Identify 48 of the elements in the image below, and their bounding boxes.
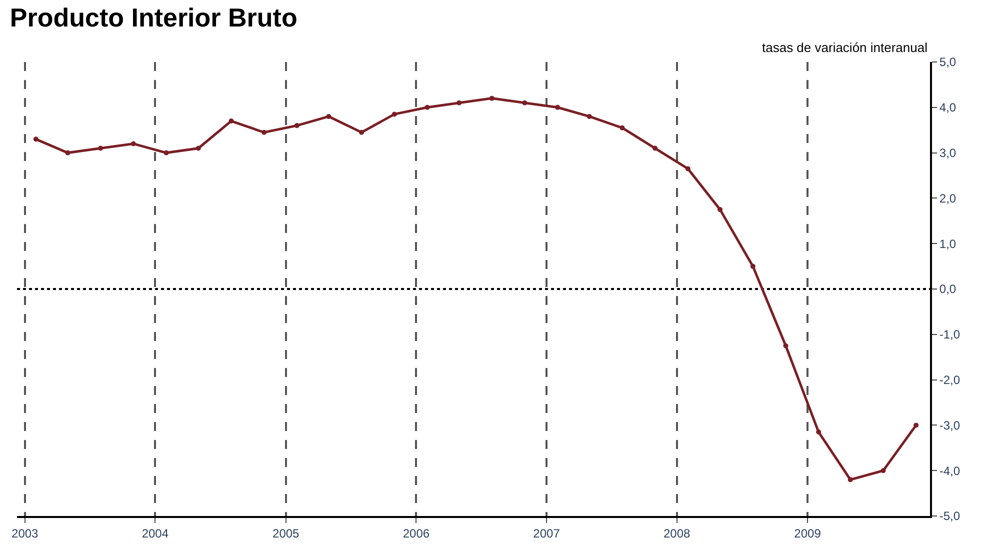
- point: [750, 264, 756, 269]
- point: [130, 141, 136, 146]
- x-tick-label: 2009: [794, 526, 822, 540]
- point: [816, 430, 822, 435]
- y-tick-label: 1,0: [939, 236, 956, 251]
- y-tick-label: -5,0: [939, 509, 960, 524]
- y-tick-label: 4,0: [939, 100, 956, 115]
- point: [555, 104, 560, 110]
- point: [392, 112, 397, 117]
- y-tick-label: 3,0: [939, 146, 956, 160]
- x-tick-label: 2007: [533, 526, 560, 540]
- point: [783, 343, 788, 348]
- point: [489, 96, 494, 101]
- point: [359, 130, 364, 135]
- point: [424, 104, 430, 110]
- x-tick-label: 2008: [664, 526, 691, 540]
- point: [685, 166, 690, 172]
- point: [652, 146, 658, 151]
- x-tick-label: 2006: [402, 526, 430, 540]
- y-tick-label: 2,0: [939, 191, 956, 206]
- x-tick-label: 2004: [142, 526, 169, 540]
- point: [294, 123, 300, 128]
- point: [98, 146, 104, 151]
- point: [164, 150, 169, 156]
- y-tick-label: 0,0: [939, 282, 956, 296]
- y-tick-label: -3,0: [939, 418, 960, 432]
- point: [914, 422, 919, 428]
- point: [262, 130, 267, 135]
- x-tick-label: 2005: [272, 526, 300, 540]
- point: [586, 114, 592, 119]
- point: [456, 100, 462, 106]
- point: [522, 100, 528, 106]
- point: [33, 136, 38, 142]
- y-tick-label: 5,0: [939, 55, 956, 70]
- chart-title: Producto Interior Bruto: [10, 2, 298, 33]
- point: [228, 118, 234, 124]
- point: [65, 150, 70, 156]
- y-tick-label: -4,0: [939, 464, 960, 478]
- point: [196, 146, 201, 151]
- point: [620, 125, 625, 130]
- text: tasas de variación interanual: [762, 40, 928, 55]
- point: [848, 477, 853, 482]
- point: [718, 207, 723, 212]
- y-tick-label: -1,0: [939, 328, 960, 342]
- point: [326, 114, 332, 119]
- x-tick-label: 2003: [12, 526, 39, 540]
- y-tick-label: -2,0: [939, 373, 960, 387]
- point: [880, 468, 886, 474]
